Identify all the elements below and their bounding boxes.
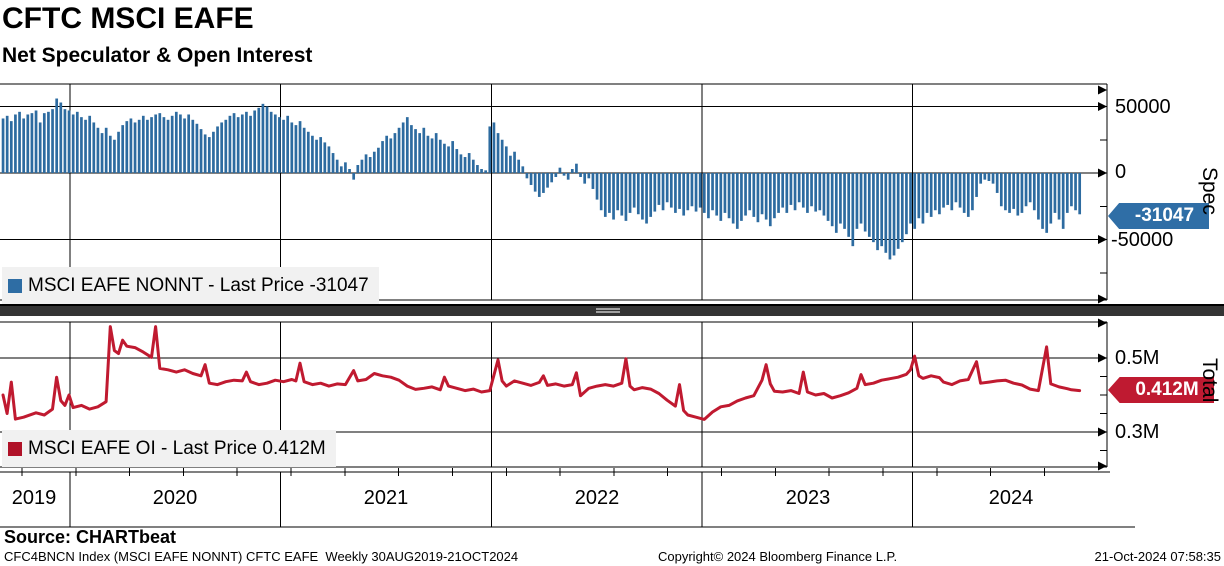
total-axis-title: Total bbox=[1198, 358, 1221, 403]
year-label-2024: 2024 bbox=[988, 487, 1034, 509]
spec-legend: MSCI EAFE NONNT - Last Price -31047 bbox=[2, 267, 379, 304]
page-subtitle: Net Speculator & Open Interest bbox=[2, 44, 313, 67]
spec-bars bbox=[1, 98, 1082, 260]
year-label-2023: 2023 bbox=[785, 487, 831, 509]
year-label-2019: 2019 bbox=[11, 487, 57, 509]
footer-copyright: Copyright© 2024 Bloomberg Finance L.P. bbox=[658, 549, 898, 564]
total-legend: MSCI EAFE OI - Last Price 0.412M bbox=[2, 430, 336, 467]
page-title: CFTC MSCI EAFE bbox=[2, 2, 254, 35]
footer-source: Source: CHARTbeat bbox=[4, 527, 177, 547]
axis-arrow-ticks bbox=[1098, 85, 1107, 471]
total-legend-swatch bbox=[8, 441, 22, 456]
gridlines bbox=[0, 83, 1135, 528]
footer-timestamp: 21-Oct-2024 07:58:35 bbox=[1094, 549, 1221, 564]
total-tick-05: 0.5M bbox=[1115, 347, 1160, 369]
spec-legend-label: MSCI EAFE NONNT - Last Price -31047 bbox=[28, 274, 369, 296]
year-label-2021: 2021 bbox=[363, 487, 409, 509]
spec-tick-0: 0 bbox=[1115, 161, 1127, 183]
spec-tick-50000: 50000 bbox=[1115, 96, 1171, 118]
spec-last-price-badge: -31047 bbox=[1108, 203, 1209, 229]
total-legend-label: MSCI EAFE OI - Last Price 0.412M bbox=[28, 437, 326, 459]
spec-legend-swatch bbox=[8, 278, 22, 293]
footer-ticker-meta: CFC4BNCN Index (MSCI EAFE NONNT) CFTC EA… bbox=[4, 549, 519, 564]
total-last-price-badge: 0.412M bbox=[1108, 377, 1214, 403]
splitter-handle-icon[interactable] bbox=[596, 307, 620, 314]
year-label-2022: 2022 bbox=[574, 487, 620, 509]
spec-axis-title: Spec bbox=[1198, 167, 1221, 215]
year-label-2020: 2020 bbox=[152, 487, 198, 509]
spec-tick-n50000: -50000 bbox=[1111, 229, 1174, 251]
oi-line bbox=[1, 325, 1082, 421]
total-tick-03: 0.3M bbox=[1115, 421, 1160, 443]
